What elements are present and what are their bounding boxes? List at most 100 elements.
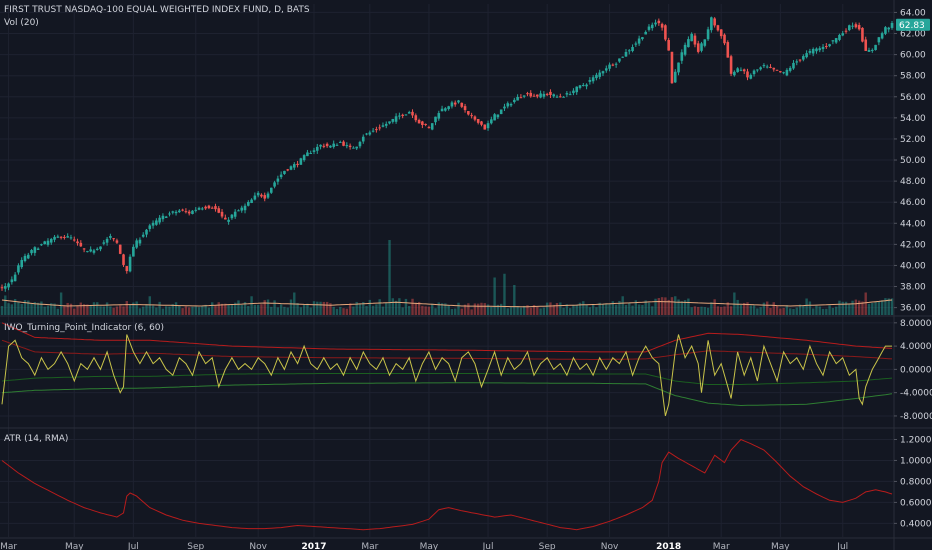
candle-body [792, 62, 795, 69]
volume-bar [27, 300, 30, 315]
volume-bar [437, 302, 440, 315]
volume-bar [693, 306, 697, 315]
candle-body [532, 95, 536, 97]
volume-bar [306, 303, 309, 315]
volume-bar [0, 305, 4, 315]
candle-body [693, 35, 697, 45]
candle-body [10, 279, 14, 283]
volume-bar [706, 307, 710, 315]
candle-body [292, 164, 296, 168]
volume-bar [818, 306, 821, 315]
candle-body [237, 210, 240, 212]
price-axis-tick-label: 52.00 [900, 135, 926, 145]
candle-body [874, 44, 877, 50]
volume-bar [720, 306, 723, 315]
volume-bar [119, 305, 122, 315]
candle-body [319, 144, 322, 147]
candle-body [618, 58, 621, 62]
turning-point-indicator-pane[interactable] [1, 322, 893, 417]
time-axis-label: Jul [482, 542, 494, 550]
volume-bar [595, 307, 598, 315]
volume-bar [283, 306, 286, 315]
candle-body [20, 260, 24, 268]
volume-bar [476, 303, 480, 315]
volume-bar [788, 308, 792, 315]
volume-bar [109, 306, 112, 315]
candle-body [214, 206, 217, 210]
volume-bar [385, 302, 388, 315]
indicator-axis-tick-label: 0.0000 [900, 365, 932, 375]
volume-bar [588, 307, 592, 315]
volume-moving-average-line [1, 299, 893, 308]
candle-body [63, 236, 66, 238]
volume-bar [43, 306, 46, 315]
volume-bar [503, 273, 506, 315]
volume-bar [20, 303, 23, 315]
volume-bar [194, 306, 197, 315]
price-axes[interactable]: 64.00 62.00 60.00 58.00 56.00 54.00 52.00 50.00… [894, 8, 932, 529]
time-axis[interactable]: Mar May Jul Sep Nov 2017 Mar May Jul Sep Nov 2018 Ma… [0, 542, 848, 550]
candle-body [536, 94, 539, 97]
candle-body [273, 182, 276, 187]
volume-bar [811, 308, 815, 315]
volume-bar [50, 303, 53, 315]
volume-bar [289, 299, 293, 315]
time-axis-label: May [771, 542, 790, 550]
candle-body [733, 71, 736, 76]
indicator-axis-tick-label: -8.0000 [900, 412, 932, 422]
volume-bar [651, 306, 654, 315]
volume-bar [86, 304, 89, 315]
volume-bar [319, 301, 322, 315]
price-axis-tick-label: 38.00 [900, 283, 926, 293]
atr-axis-tick-label: 0.8000 [900, 477, 932, 487]
candle-body [765, 66, 769, 68]
volume-bar [513, 285, 516, 315]
volume-bar [250, 296, 253, 315]
candle-body [220, 211, 224, 217]
volume-bar [687, 298, 690, 315]
candle-body [161, 215, 165, 220]
volume-bar [105, 302, 109, 315]
atr-pane[interactable] [1, 438, 893, 531]
candle-body [371, 130, 375, 132]
volume-bar [729, 306, 733, 315]
volume-bar [355, 301, 358, 315]
volume-bar [122, 306, 125, 315]
candle-body [677, 62, 680, 73]
volume-bar [756, 308, 759, 315]
candle-body [808, 51, 812, 53]
candle-body [591, 77, 595, 82]
volume-bar [411, 298, 414, 315]
candle-body [43, 241, 46, 245]
volume-bar [591, 304, 595, 315]
volume-bar [647, 302, 651, 315]
candle-body [201, 208, 204, 210]
candle-body [345, 145, 349, 147]
price-pane[interactable] [0, 16, 894, 315]
volume-bar [276, 307, 280, 315]
volume-bar [683, 300, 687, 315]
candle-body [13, 274, 17, 282]
volume-bar [112, 307, 115, 315]
volume-bar [36, 302, 40, 315]
volume-bar [450, 309, 454, 315]
candle-body [453, 102, 457, 105]
candle-body [624, 51, 628, 57]
volume-bar [802, 305, 805, 315]
candle-body [217, 208, 221, 213]
volume-bar [572, 305, 575, 315]
candle-body [407, 112, 411, 114]
volume-bar [605, 303, 608, 315]
volume-bar [463, 304, 467, 315]
volume-bar [667, 299, 670, 315]
candle-body [329, 145, 332, 148]
candle-body [338, 141, 342, 143]
candle-body [378, 127, 381, 129]
volume-bar [752, 305, 756, 315]
candle-body [401, 114, 404, 116]
volume-bar [536, 306, 539, 315]
volume-bar [408, 305, 411, 315]
candle-body [739, 69, 743, 71]
volume-bar [516, 306, 519, 315]
volume-bar [493, 277, 496, 315]
